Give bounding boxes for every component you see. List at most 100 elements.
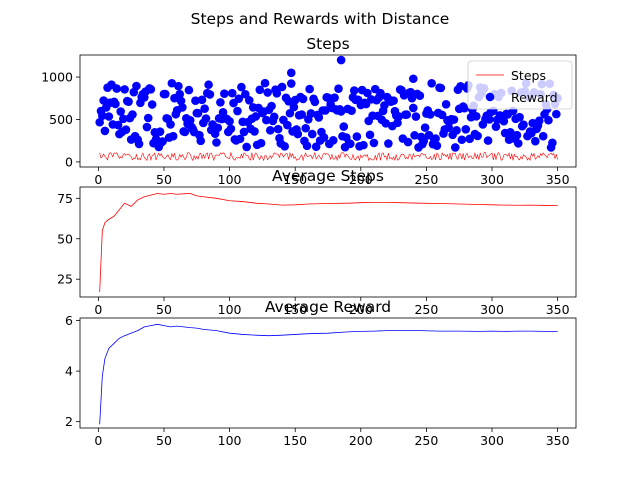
reward-point (213, 123, 223, 133)
reward-point (460, 103, 469, 113)
reward-point (431, 134, 440, 143)
average-steps-y-tick-label: 50 (57, 231, 73, 246)
steps-y-tick-label: 1000 (41, 70, 73, 85)
reward-point (191, 96, 200, 105)
reward-point (483, 136, 493, 145)
reward-point (485, 115, 494, 124)
average-steps-x-tick-label: 300 (480, 302, 504, 317)
reward-point (250, 127, 259, 136)
reward-point (289, 102, 299, 112)
reward-point (184, 85, 194, 95)
reward-point (314, 113, 324, 122)
reward-point (512, 130, 522, 140)
reward-point (262, 115, 271, 125)
reward-point (410, 131, 419, 140)
reward-point (167, 78, 177, 88)
reward-point (234, 94, 244, 104)
reward-point (444, 123, 454, 132)
reward-point (237, 82, 246, 92)
steps-x-tick-label: 50 (156, 172, 172, 187)
legend-reward-swatch (485, 92, 495, 102)
reward-point (99, 96, 108, 105)
average-steps-axes-frame (79, 186, 577, 298)
reward-point (359, 140, 368, 150)
reward-point (283, 120, 292, 130)
figure-suptitle: Steps and Rewards with Distance (191, 10, 450, 28)
steps-title: Steps (306, 35, 349, 53)
reward-point (155, 127, 165, 136)
average-reward-x-tick-label: 0 (94, 433, 102, 448)
reward-point (311, 142, 321, 151)
reward-point (491, 122, 501, 131)
reward-point (381, 118, 391, 128)
reward-point (347, 106, 356, 116)
reward-point (544, 115, 553, 125)
reward-point (160, 89, 170, 99)
reward-point (506, 127, 515, 137)
reward-point (220, 89, 229, 98)
reward-point (178, 103, 187, 112)
reward-point (441, 99, 451, 109)
reward-point (452, 125, 461, 135)
reward-point (302, 141, 312, 151)
steps-x-tick-label: 100 (218, 172, 242, 187)
reward-point (306, 109, 316, 118)
average-reward-data-layer (99, 323, 558, 425)
reward-point (552, 109, 561, 119)
reward-point (113, 120, 123, 130)
reward-point (285, 108, 295, 118)
average-steps-data-layer (99, 193, 558, 293)
reward-point (457, 135, 467, 145)
reward-point (305, 84, 314, 94)
reward-point (284, 97, 293, 106)
steps-x-tick-label: 150 (283, 172, 307, 187)
average-reward-x-tick-label: 200 (349, 433, 373, 448)
reward-point (142, 122, 152, 132)
reward-point (420, 123, 430, 132)
average-steps-x-tick-label: 200 (349, 302, 373, 317)
reward-point (121, 125, 131, 135)
reward-point (449, 115, 459, 124)
reward-point (235, 134, 245, 144)
reward-point (196, 136, 206, 146)
average-steps-x-tick-label: 150 (283, 302, 307, 317)
reward-point (265, 126, 275, 135)
steps-axes-frame (79, 54, 577, 168)
reward-point (263, 88, 272, 97)
reward-point (394, 112, 404, 121)
reward-point (515, 112, 524, 122)
reward-point (98, 111, 107, 121)
reward-point (301, 123, 310, 133)
reward-point (112, 84, 122, 93)
reward-point (352, 132, 362, 141)
reward-point (116, 107, 125, 116)
reward-point (120, 85, 129, 94)
reward-point (128, 110, 137, 119)
reward-point (277, 82, 287, 92)
reward-point (216, 98, 225, 107)
average-steps-x-tick-label: 100 (218, 302, 242, 317)
reward-point (158, 137, 167, 146)
reward-point (201, 114, 211, 123)
reward-point (369, 138, 379, 148)
average-steps-panel: 0 50 100 150 200 250 300 350 25 50 75 Average Steps (57, 167, 577, 317)
steps-panel: 0 50 100 150 200 250 300 350 0 500 1000 Steps Steps R… (41, 35, 577, 187)
reward-point (349, 86, 359, 95)
average-reward-axes-frame (79, 317, 577, 429)
reward-point (456, 82, 465, 91)
reward-point (104, 112, 114, 121)
reward-point (251, 112, 261, 121)
reward-point (437, 110, 447, 120)
reward-point (267, 101, 276, 111)
reward-point (321, 106, 330, 115)
steps-line (99, 151, 558, 162)
average-reward-x-tick-label: 150 (283, 433, 307, 448)
reward-point (323, 93, 333, 103)
average-reward-x-tick-label: 300 (480, 433, 504, 448)
reward-point (513, 139, 523, 148)
average-reward-x-tick-label: 350 (546, 433, 570, 448)
reward-point (548, 138, 557, 148)
reward-point (339, 122, 349, 131)
reward-point (166, 120, 175, 129)
reward-point (168, 131, 178, 141)
